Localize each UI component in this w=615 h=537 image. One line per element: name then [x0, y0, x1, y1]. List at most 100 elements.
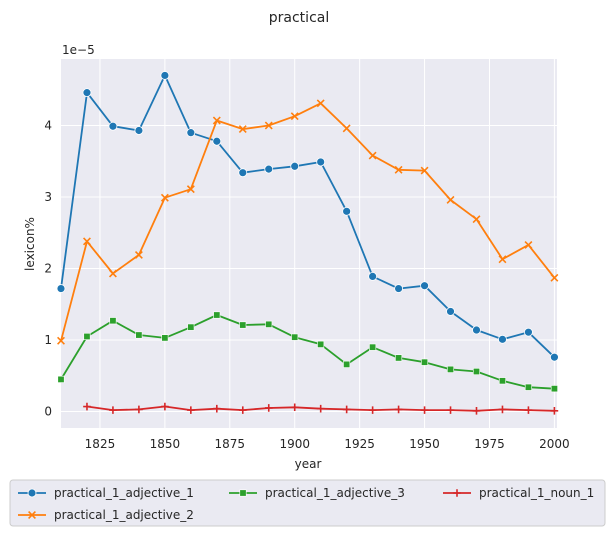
data-point: [394, 284, 403, 293]
legend-item: practical_1_adjective_1: [18, 486, 194, 500]
data-point: [524, 406, 533, 414]
data-point: [472, 215, 481, 224]
x-tick-label: 2000: [539, 437, 570, 451]
data-point: [238, 168, 248, 178]
series-line: [60, 74, 556, 358]
data-point: [212, 136, 222, 146]
data-point: [472, 407, 481, 415]
x-axis-label: year: [295, 457, 322, 471]
data-point: [57, 375, 65, 383]
data-point: [187, 323, 195, 331]
data-point: [498, 377, 506, 385]
data-point: [187, 406, 195, 414]
data-point: [238, 125, 247, 134]
y-tick-label: 2: [44, 262, 52, 276]
data-point: [550, 385, 558, 393]
series-practical_1_noun_1: [83, 402, 559, 415]
y-tick-label: 0: [44, 405, 52, 419]
data-point: [550, 273, 559, 282]
data-point: [447, 365, 455, 373]
data-point: [83, 402, 91, 411]
data-point: [83, 332, 91, 340]
data-point: [369, 343, 377, 351]
data-point: [524, 240, 533, 249]
data-point: [395, 354, 403, 362]
data-point: [28, 511, 36, 519]
data-point: [342, 124, 351, 133]
data-point: [264, 121, 273, 130]
data-point: [239, 489, 247, 497]
series-practical_1_adjective_2: [57, 99, 559, 345]
x-tick-label: 1925: [344, 437, 375, 451]
data-point: [108, 121, 118, 131]
x-tick-label: 1825: [85, 437, 116, 451]
data-point: [550, 352, 559, 362]
data-point: [264, 164, 274, 174]
data-point: [134, 250, 143, 259]
x-tick-label: 1975: [474, 437, 505, 451]
plot-area: [61, 59, 557, 428]
y-tick-label: 4: [44, 119, 52, 133]
data-point: [161, 402, 169, 411]
data-point: [420, 166, 429, 175]
data-point: [498, 255, 507, 264]
data-point: [186, 128, 196, 138]
data-point: [394, 165, 403, 174]
data-point: [316, 404, 325, 413]
data-point: [161, 334, 169, 342]
data-point: [290, 112, 299, 121]
data-point: [317, 340, 325, 348]
series-layer: [56, 71, 559, 415]
data-point: [160, 71, 170, 80]
series-practical_1_adjective_1: [56, 71, 559, 362]
data-point: [135, 331, 143, 339]
data-point: [56, 284, 66, 293]
x-tick-label: 1875: [215, 437, 246, 451]
y-axis-scale-label: 1e−5: [62, 43, 95, 57]
data-point: [291, 333, 299, 341]
data-point: [524, 383, 532, 391]
data-point: [368, 271, 378, 281]
x-tick-label: 1900: [279, 437, 310, 451]
series-practical_1_adjective_3: [57, 311, 558, 393]
data-point: [109, 406, 117, 414]
data-point: [213, 404, 221, 413]
data-point: [421, 358, 429, 366]
data-point: [134, 126, 144, 135]
data-point: [446, 406, 455, 414]
data-point: [368, 406, 377, 414]
chart-title: practical: [269, 10, 329, 26]
data-point: [108, 269, 117, 278]
legend-item: practical_1_adjective_2: [18, 508, 194, 522]
data-point: [498, 405, 507, 414]
legend-label: practical_1_adjective_2: [54, 508, 194, 522]
data-point: [264, 404, 273, 412]
data-point: [316, 99, 325, 108]
legend-label: practical_1_adjective_1: [54, 486, 194, 500]
legend-item: practical_1_adjective_3: [229, 486, 405, 500]
x-axis-ticks: 1825 1850 1875 1900 1925 1950 1975 2000: [85, 437, 570, 451]
y-tick-label: 3: [44, 190, 52, 204]
y-tick-label: 1: [44, 333, 52, 347]
data-point: [239, 321, 247, 329]
data-point: [446, 307, 455, 316]
legend-label: practical_1_adjective_3: [265, 486, 405, 500]
data-point: [160, 193, 169, 202]
data-point: [550, 407, 559, 415]
data-point: [524, 327, 533, 337]
data-point: [212, 116, 221, 125]
y-axis-ticks: 0 1 2 3 4: [44, 119, 52, 419]
data-point: [446, 195, 455, 204]
data-point: [498, 334, 507, 344]
data-point: [290, 161, 300, 171]
data-point: [57, 336, 65, 345]
data-point: [82, 88, 92, 98]
data-point: [368, 151, 377, 160]
legend-label: practical_1_noun_1: [479, 486, 594, 500]
data-point: [238, 406, 247, 414]
data-point: [342, 405, 351, 414]
data-point: [265, 320, 273, 328]
data-point: [472, 368, 480, 376]
series-line: [60, 102, 556, 342]
